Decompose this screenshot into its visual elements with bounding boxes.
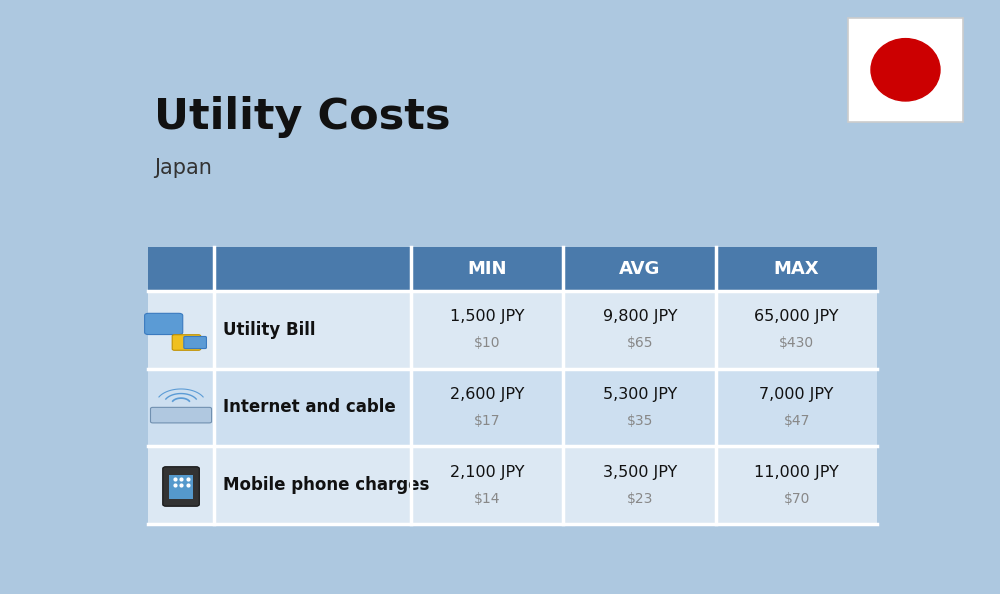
FancyBboxPatch shape xyxy=(563,247,716,291)
Text: 2,100 JPY: 2,100 JPY xyxy=(450,465,524,480)
FancyBboxPatch shape xyxy=(563,291,716,368)
FancyBboxPatch shape xyxy=(214,291,411,368)
Text: 11,000 JPY: 11,000 JPY xyxy=(754,465,839,480)
FancyBboxPatch shape xyxy=(716,247,877,291)
FancyBboxPatch shape xyxy=(716,291,877,368)
FancyBboxPatch shape xyxy=(145,313,183,334)
Circle shape xyxy=(871,39,940,101)
Text: 3,500 JPY: 3,500 JPY xyxy=(603,465,677,480)
Text: $23: $23 xyxy=(627,492,653,506)
FancyBboxPatch shape xyxy=(411,446,563,524)
FancyBboxPatch shape xyxy=(214,446,411,524)
Text: Internet and cable: Internet and cable xyxy=(223,399,395,416)
Text: 9,800 JPY: 9,800 JPY xyxy=(603,309,677,324)
FancyBboxPatch shape xyxy=(148,291,214,368)
Text: $14: $14 xyxy=(474,492,500,506)
Text: MIN: MIN xyxy=(467,260,507,278)
FancyBboxPatch shape xyxy=(150,407,212,423)
Text: $430: $430 xyxy=(779,336,814,350)
Text: 7,000 JPY: 7,000 JPY xyxy=(759,387,834,402)
Text: $17: $17 xyxy=(474,414,500,428)
FancyBboxPatch shape xyxy=(148,247,214,291)
Text: Japan: Japan xyxy=(154,158,212,178)
Text: MAX: MAX xyxy=(774,260,819,278)
Text: $35: $35 xyxy=(627,414,653,428)
FancyBboxPatch shape xyxy=(848,18,963,122)
Text: Utility Bill: Utility Bill xyxy=(223,321,315,339)
Text: $47: $47 xyxy=(783,414,810,428)
Text: 65,000 JPY: 65,000 JPY xyxy=(754,309,839,324)
FancyBboxPatch shape xyxy=(172,335,201,350)
Text: $70: $70 xyxy=(783,492,810,506)
FancyBboxPatch shape xyxy=(169,475,193,500)
FancyBboxPatch shape xyxy=(214,368,411,446)
FancyBboxPatch shape xyxy=(411,291,563,368)
FancyBboxPatch shape xyxy=(148,446,214,524)
Text: $10: $10 xyxy=(474,336,500,350)
FancyBboxPatch shape xyxy=(163,467,199,506)
Text: 5,300 JPY: 5,300 JPY xyxy=(603,387,677,402)
FancyBboxPatch shape xyxy=(184,336,206,349)
FancyBboxPatch shape xyxy=(411,368,563,446)
FancyBboxPatch shape xyxy=(563,446,716,524)
FancyBboxPatch shape xyxy=(214,247,411,291)
Text: 2,600 JPY: 2,600 JPY xyxy=(450,387,524,402)
Text: Utility Costs: Utility Costs xyxy=(154,96,451,138)
Text: $65: $65 xyxy=(627,336,653,350)
FancyBboxPatch shape xyxy=(411,247,563,291)
FancyBboxPatch shape xyxy=(148,368,214,446)
Text: Mobile phone charges: Mobile phone charges xyxy=(223,476,429,494)
FancyBboxPatch shape xyxy=(716,446,877,524)
FancyBboxPatch shape xyxy=(716,368,877,446)
Text: 1,500 JPY: 1,500 JPY xyxy=(450,309,524,324)
FancyBboxPatch shape xyxy=(563,368,716,446)
Text: AVG: AVG xyxy=(619,260,661,278)
